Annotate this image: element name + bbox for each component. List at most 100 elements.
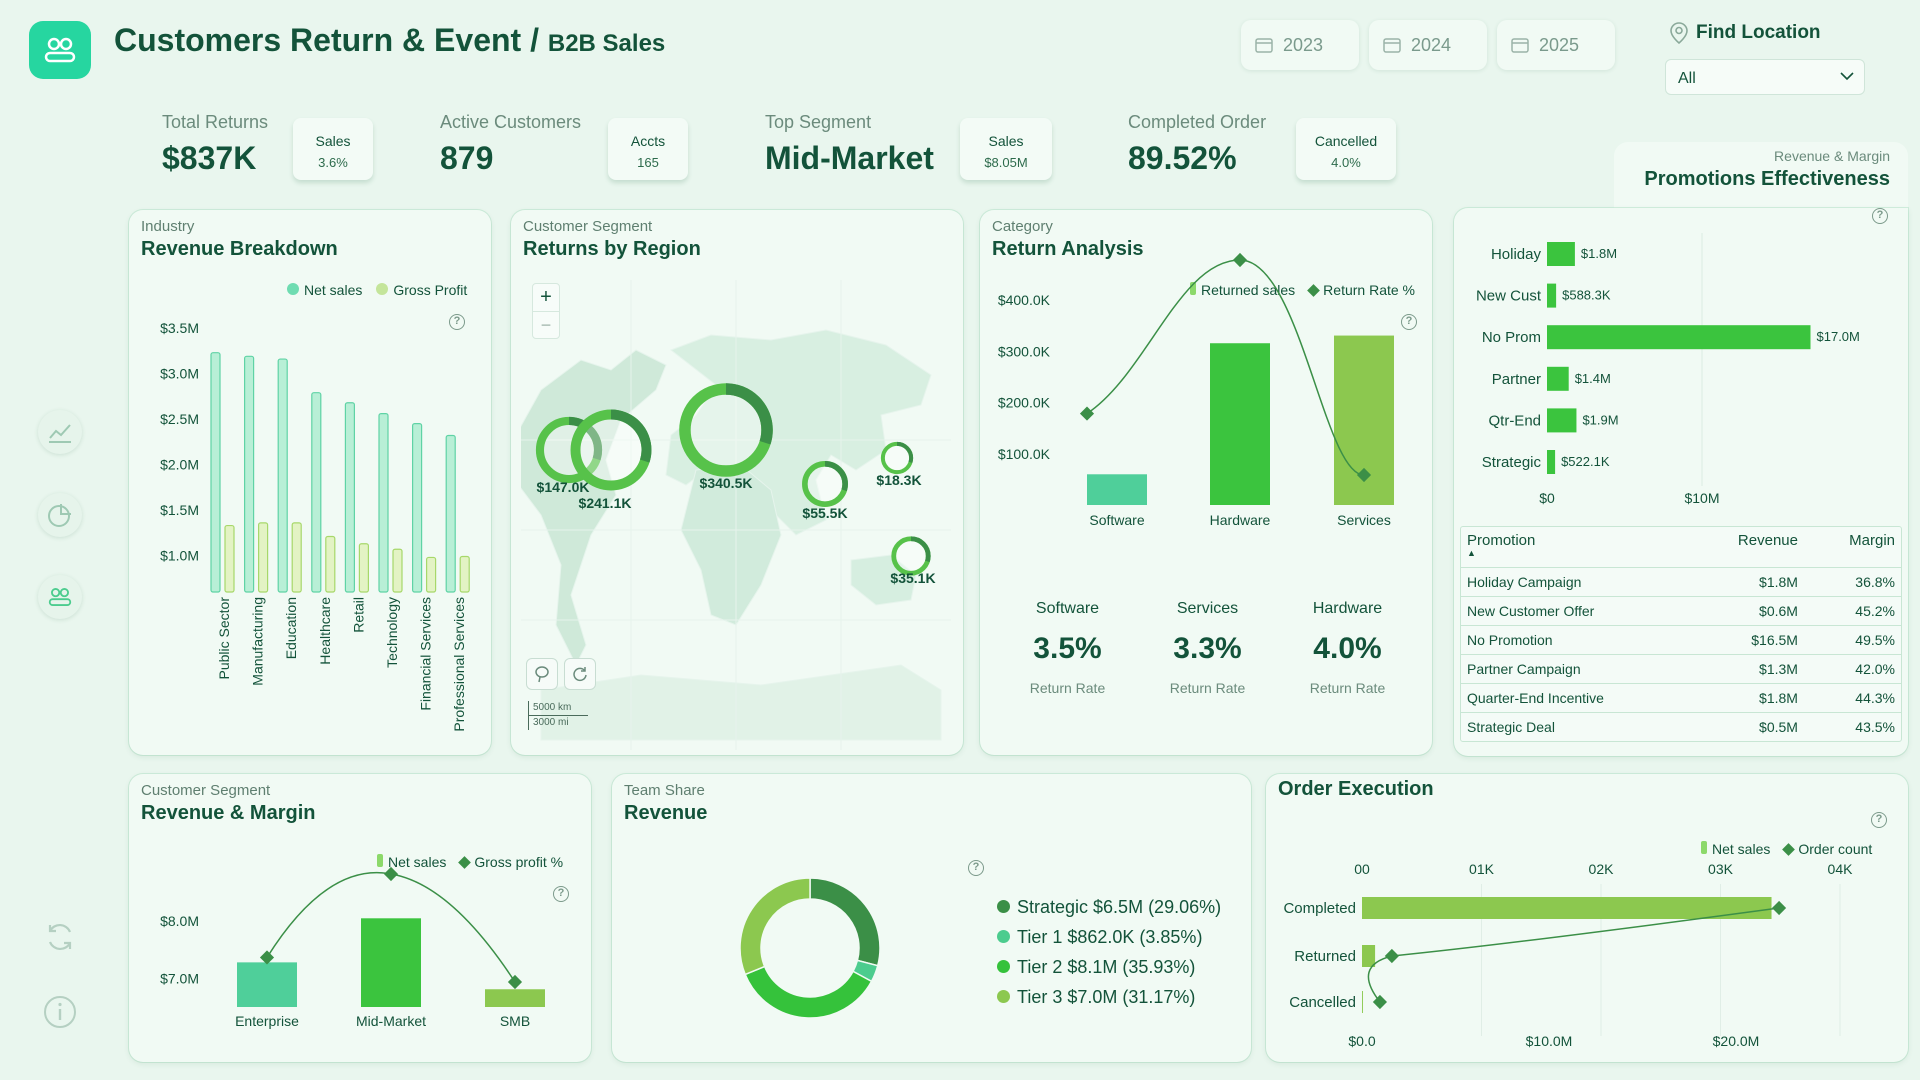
x-tick-label: Financial Services (418, 597, 434, 711)
gross-profit-bar (325, 535, 336, 593)
card-subtitle: Team Share (624, 782, 705, 799)
x-tick-label: $10M (1684, 490, 1719, 506)
y-tick-label: Strategic (1482, 454, 1542, 471)
help-icon[interactable]: ? (1401, 314, 1417, 330)
top-tick-label: 03K (1708, 861, 1734, 877)
data-label: $1.9M (1582, 412, 1618, 427)
x-tick-label: Manufacturing (250, 597, 266, 686)
returned-sales-bar (1087, 474, 1147, 505)
location-select[interactable]: All (1665, 59, 1865, 95)
cell-promotion: New Customer Offer (1461, 595, 1690, 625)
help-icon[interactable]: ? (1872, 208, 1888, 224)
return-rate-software: Software 3.5% Return Rate (1029, 600, 1106, 696)
promotion-bar (1547, 408, 1577, 433)
chart-legend: Returned sales Return Rate % (1190, 282, 1415, 298)
help-icon[interactable]: ? (449, 314, 465, 330)
map-region-americas (521, 349, 667, 667)
x-tick-label: Public Sector (216, 597, 232, 680)
nav-pie-button[interactable] (38, 493, 82, 537)
card-subtitle: Industry (141, 218, 195, 235)
search-map-button[interactable] (526, 658, 558, 690)
legend-strategic: Strategic $6.5M (29.06%) (997, 892, 1221, 922)
net-sales-bar (1362, 945, 1376, 967)
legend-gross-profit: Gross Profit (376, 282, 467, 298)
gross-profit-bar (392, 548, 403, 593)
year-button-2025[interactable]: 2025 (1497, 20, 1615, 70)
cell-margin: 43.5% (1817, 711, 1901, 741)
header-promotion[interactable]: Promotion ▲ (1467, 532, 1536, 558)
revenue-breakdown-card: Industry Revenue Breakdown Net sales Gro… (129, 210, 491, 755)
find-location-label: Find Location (1670, 22, 1821, 44)
legend-order-count: Order count (1782, 841, 1872, 857)
legend-net-sales: Net sales (1701, 841, 1770, 857)
location-pin-icon (1670, 22, 1688, 44)
x-tick-label: Hardware (1210, 512, 1271, 528)
year-button-2023[interactable]: 2023 (1241, 20, 1359, 70)
gross-profit-marker (507, 974, 523, 990)
promotions-tab: Revenue & Margin Promotions Effectivenes… (1614, 142, 1908, 208)
table-row[interactable]: Partner Campaign $1.3M 42.0% (1461, 653, 1901, 683)
table-row[interactable]: No Promotion $16.5M 49.5% (1461, 624, 1901, 654)
help-icon[interactable]: ? (1871, 812, 1887, 828)
table-row[interactable]: Quarter-End Incentive $1.8M 44.3% (1461, 682, 1901, 712)
zoom-controls: + − (532, 283, 560, 339)
map-scale: 5000 km 3000 mi (528, 701, 588, 730)
x-tick-label: Retail (350, 597, 366, 633)
card-subtitle: Category (992, 218, 1053, 235)
card-title: Order Execution (1278, 778, 1434, 800)
region-bubble-segment (802, 461, 848, 507)
kpi-label-total-returns: Total Returns (162, 112, 269, 132)
nav-customers-button[interactable] (38, 575, 82, 619)
help-icon[interactable]: ? (553, 886, 569, 902)
x-tick-label: SMB (500, 1013, 530, 1029)
kpi-pill-completed-order: Cancelled 4.0% (1296, 118, 1396, 180)
zoom-in-button[interactable]: + (533, 284, 559, 312)
legend-tier-1: Tier 1 $862.0K (3.85%) (997, 922, 1221, 952)
region-bubble-label: $147.0K (537, 479, 590, 495)
zoom-out-button[interactable]: − (540, 315, 552, 335)
data-label: $1.8M (1581, 246, 1617, 261)
y-tick-label: $1.5M (160, 502, 199, 518)
return-rate-marker (1356, 467, 1372, 483)
nav-analytics-button[interactable] (38, 410, 82, 454)
info-icon[interactable] (43, 995, 77, 1034)
header-revenue[interactable]: Revenue (1737, 532, 1798, 549)
legend-dot (997, 930, 1010, 943)
net-sales-bar (243, 355, 255, 593)
y-tick-label: Cancelled (1289, 994, 1356, 1011)
cell-promotion: Partner Campaign (1461, 653, 1690, 683)
cell-revenue: $1.8M (1689, 682, 1818, 712)
y-tick-label: $400.0K (998, 292, 1051, 308)
bottom-tick-label: $0.0 (1348, 1033, 1375, 1049)
revenue-margin-card: Customer Segment Revenue & Margin Net sa… (129, 774, 591, 1062)
calendar-icon (1511, 38, 1529, 53)
reset-map-button[interactable] (564, 658, 596, 690)
year-button-2024[interactable]: 2024 (1369, 20, 1487, 70)
table-row[interactable]: Strategic Deal $0.5M 43.5% (1461, 711, 1901, 741)
kpi-label-completed-order: Completed Order (1128, 112, 1267, 132)
x-tick-label: $0 (1539, 490, 1555, 506)
order-execution-chart: 00 01K 02K 03K 04K $0.0 $10.0M $20.0M Completed R… (1283, 861, 1853, 1049)
revenue-margin-chart: $8.0M $7.0M Enterprise Mid-Market SMB (160, 866, 545, 1029)
x-tick-label: Services (1337, 512, 1391, 528)
legend-return-rate: Return Rate % (1307, 282, 1415, 298)
bottom-tick-label: $10.0M (1526, 1033, 1573, 1049)
promotion-bar (1547, 450, 1556, 474)
donut-slice (809, 877, 881, 967)
order-count-marker (1771, 900, 1787, 916)
chevron-down-icon (1840, 72, 1854, 81)
map-region-africa (680, 464, 782, 626)
refresh-icon[interactable] (43, 920, 77, 959)
calendar-icon (1255, 38, 1273, 53)
card-subtitle: Customer Segment (523, 218, 653, 235)
help-icon[interactable]: ? (968, 860, 984, 876)
promotions-table: Promotion ▲ Revenue Margin Holiday Campai… (1460, 526, 1902, 742)
order-count-marker (1372, 994, 1387, 1010)
order-count-line (1367, 907, 1780, 1003)
year-label: 2025 (1539, 34, 1580, 55)
cell-revenue: $0.5M (1689, 711, 1818, 741)
gross-profit-bar (258, 522, 269, 593)
table-row[interactable]: New Customer Offer $0.6M 45.2% (1461, 595, 1901, 625)
table-row[interactable]: Holiday Campaign $1.8M 36.8% (1461, 566, 1901, 596)
header-margin[interactable]: Margin (1849, 532, 1895, 549)
